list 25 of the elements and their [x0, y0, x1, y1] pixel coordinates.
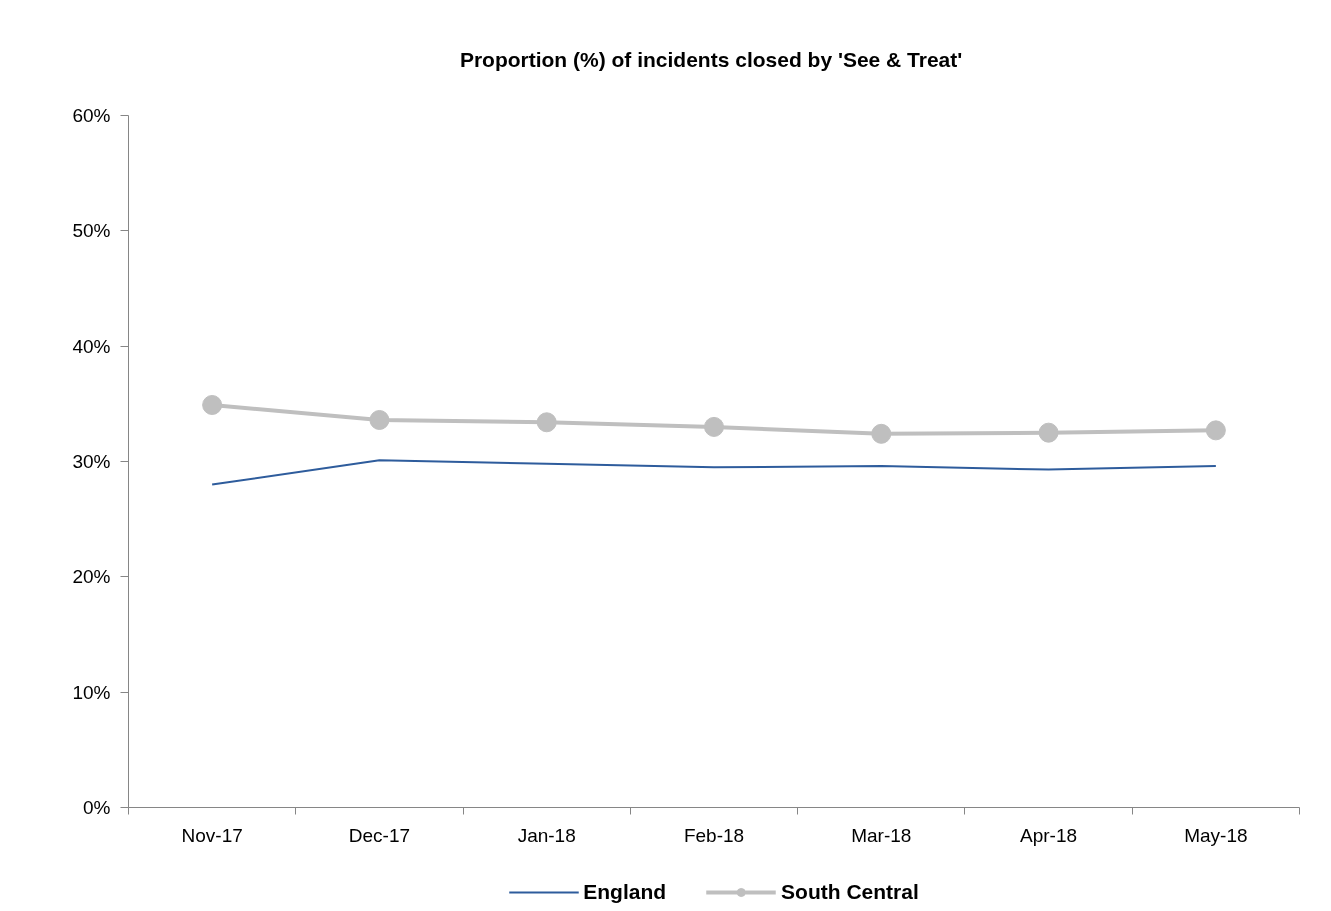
- point: [536, 412, 557, 433]
- x-tick-label: Nov-17: [181, 824, 243, 846]
- x-tick-label: Dec-17: [348, 824, 411, 846]
- y-tick-label: 30%: [72, 451, 111, 472]
- point: [704, 416, 724, 437]
- y-tick-label: 60%: [72, 105, 111, 126]
- line-series: [211, 459, 1217, 486]
- y-tick-label: 50%: [72, 220, 111, 242]
- x-tick-label: Feb-18: [683, 824, 745, 846]
- y-tick-label: 20%: [72, 566, 111, 588]
- point: [1205, 420, 1226, 441]
- chart-title: Proportion (%) of incidents closed by 'See & Treat': [459, 47, 963, 71]
- point: [871, 423, 892, 444]
- legend-label: England: [583, 880, 667, 904]
- y-tick-label: 0%: [83, 797, 111, 818]
- x-tick-label: Mar-18: [851, 824, 912, 846]
- x-tick-label: Apr-18: [1020, 824, 1078, 846]
- point: [1038, 422, 1059, 443]
- y-tick-label: 40%: [72, 335, 111, 357]
- x-tick-label: May-18: [1184, 824, 1248, 846]
- point: [202, 395, 223, 415]
- y-tick-label: 10%: [72, 681, 111, 703]
- x-tick-label: Jan-18: [517, 824, 576, 846]
- point: [369, 410, 390, 430]
- legend-label: South Central: [781, 880, 919, 904]
